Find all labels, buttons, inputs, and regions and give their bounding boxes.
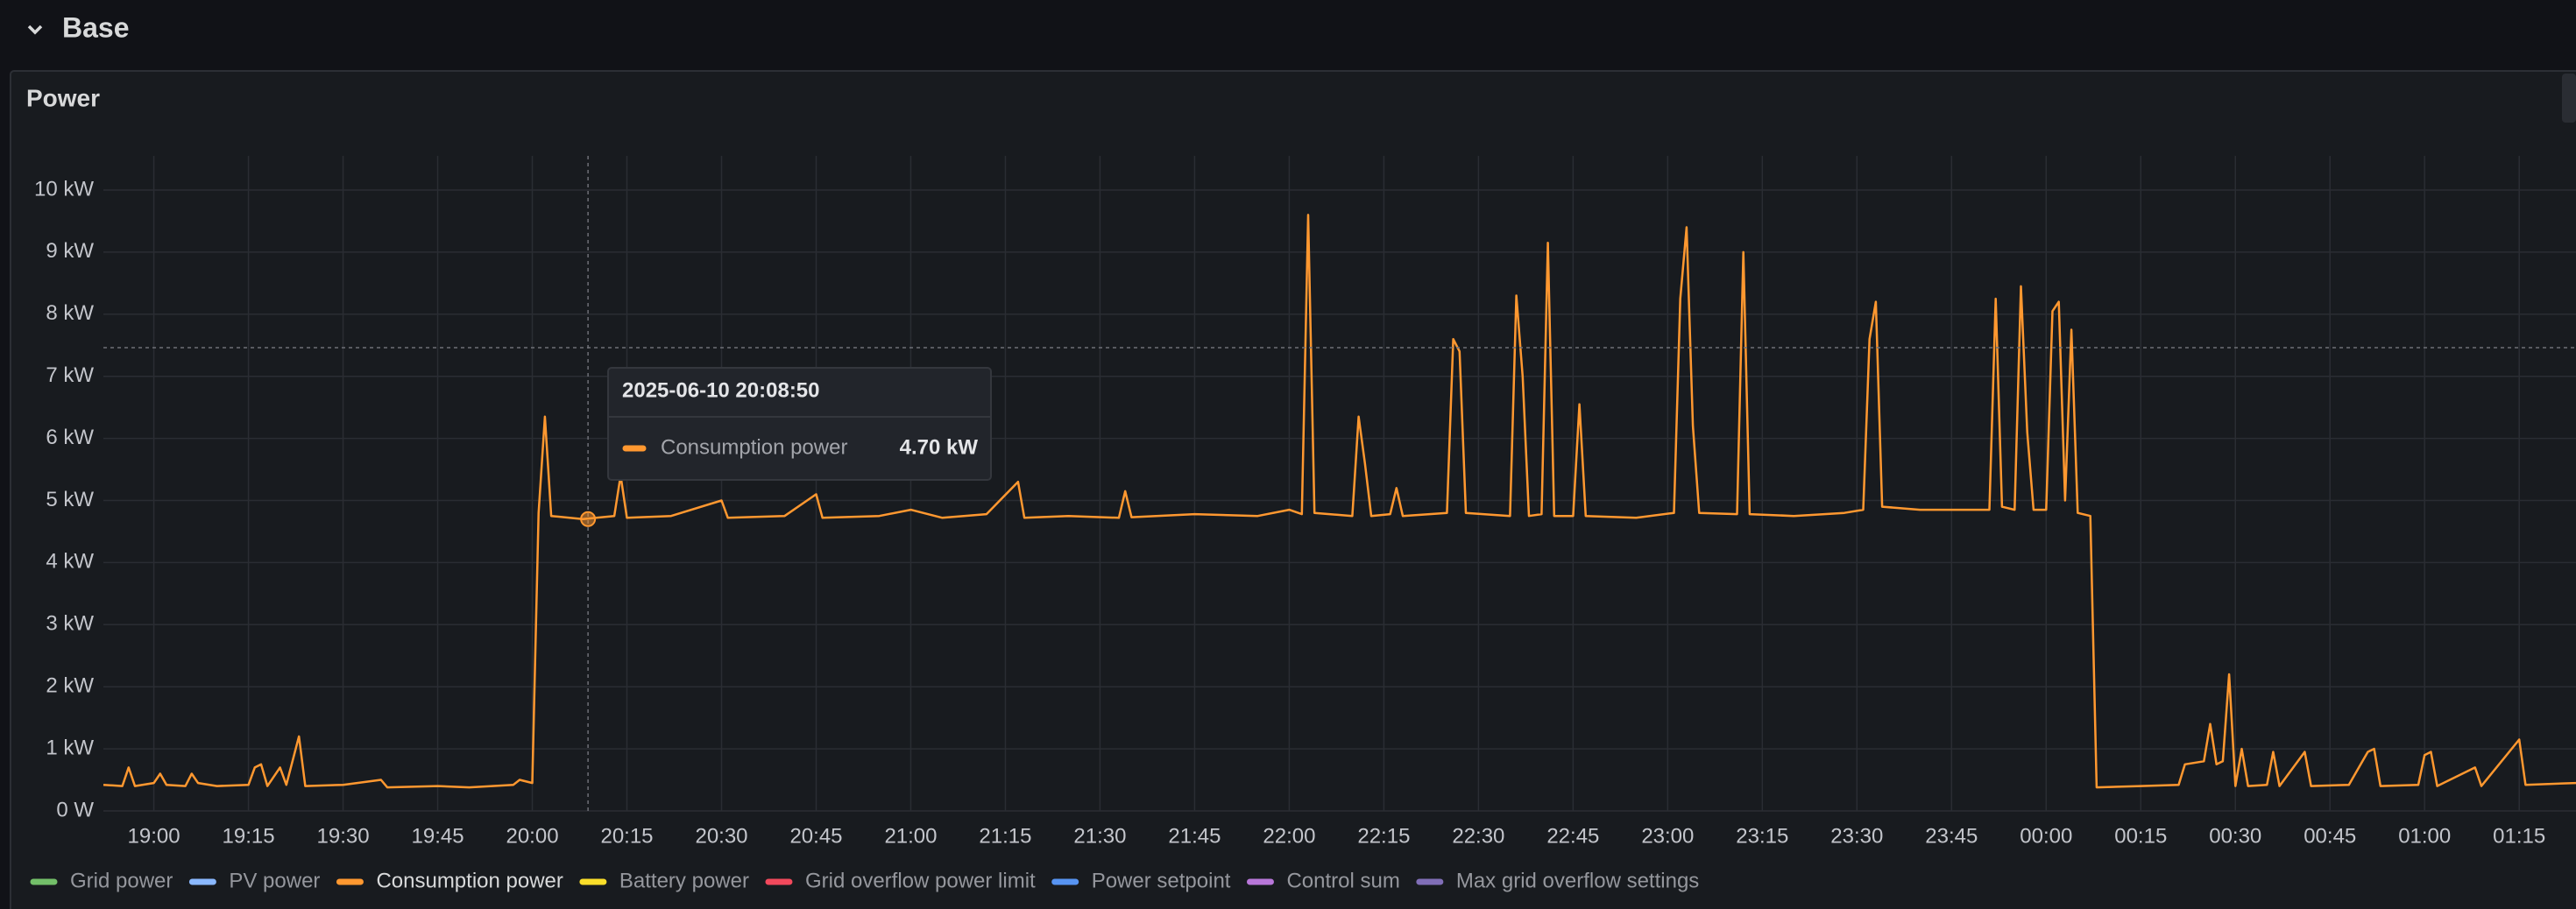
y-tick-label: 4 kW: [46, 550, 94, 574]
x-tick-label: 23:45: [1925, 824, 1978, 848]
panel-title[interactable]: Power: [26, 84, 100, 111]
panel-handle[interactable]: [2562, 74, 2576, 123]
x-tick-label: 00:00: [2020, 824, 2072, 848]
x-tick-label: 21:15: [979, 824, 1031, 848]
y-tick-label: 10 kW: [34, 177, 94, 201]
legend-label[interactable]: Control sum: [1286, 869, 1399, 892]
y-tick-label: 1 kW: [46, 736, 94, 759]
legend-label[interactable]: Grid overflow power limit: [805, 869, 1036, 892]
x-tick-label: 23:30: [1830, 824, 1883, 848]
x-tick-label: 19:00: [128, 824, 180, 848]
tooltip-layer: 2025-06-10 20:08:50 Consumption power 4.70…: [103, 156, 2576, 811]
x-tick-label: 19:30: [317, 824, 370, 848]
y-tick-label: 2 kW: [46, 674, 94, 698]
y-tick-label: 7 kW: [46, 363, 94, 387]
y-tick-label: 3 kW: [46, 612, 94, 636]
row-header: [0, 0, 2576, 70]
x-tick-label: 19:45: [412, 824, 464, 848]
tooltip-value: 4.70 kW: [900, 435, 979, 459]
row-title[interactable]: Base: [62, 11, 130, 43]
x-tick-label: 22:15: [1357, 824, 1410, 848]
hover-point: [580, 511, 597, 527]
legend: Grid power PV power Consumption power Batte…: [30, 869, 1699, 892]
tooltip-time: 2025-06-10 20:08:50: [622, 378, 820, 402]
plot: [103, 214, 2576, 789]
x-tick-label: 22:00: [1263, 824, 1315, 848]
x-tick-label: 21:45: [1168, 824, 1221, 848]
tooltip-series: Consumption power: [661, 435, 847, 459]
legend-label[interactable]: PV power: [229, 869, 320, 892]
legend-label[interactable]: Grid power: [70, 869, 173, 892]
y-tick-label: 9 kW: [46, 239, 94, 263]
x-tick-label: 20:30: [695, 824, 747, 848]
x-tick-label: 01:15: [2493, 824, 2545, 848]
series-line: [103, 214, 2576, 789]
x-tick-label: 23:15: [1736, 824, 1788, 848]
y-tick-label: 0 W: [56, 798, 94, 821]
x-tick-label: 19:15: [223, 824, 275, 848]
legend-label[interactable]: Power setpoint: [1092, 869, 1231, 892]
grid: 0 W 1 kW 2 kW 3 kW 4 kW 5 kW 6 kW 7 kW 8 kW 9 kW 1…: [34, 156, 2576, 848]
x-tick-label: 20:15: [600, 824, 653, 848]
x-tick-label: 22:30: [1452, 824, 1504, 848]
legend-label[interactable]: Max grid overflow settings: [1456, 869, 1699, 892]
x-tick-label: 22:45: [1546, 824, 1599, 848]
x-tick-label: 00:30: [2209, 824, 2261, 848]
collapse-chevron[interactable]: [27, 25, 43, 35]
x-tick-label: 00:15: [2114, 824, 2167, 848]
legend-label[interactable]: Battery power: [619, 869, 749, 892]
y-tick-label: 6 kW: [46, 426, 94, 449]
x-tick-label: 20:00: [506, 824, 558, 848]
y-tick-label: 8 kW: [46, 301, 94, 325]
panel: [10, 70, 2576, 909]
tooltip-box: [607, 367, 992, 481]
x-tick-label: 23:00: [1641, 824, 1694, 848]
x-tick-label: 00:45: [2304, 824, 2356, 848]
legend-label[interactable]: Consumption power: [376, 869, 563, 892]
x-tick-label: 21:00: [884, 824, 937, 848]
y-tick-label: 5 kW: [46, 488, 94, 511]
x-tick-label: 21:30: [1073, 824, 1126, 848]
x-tick-label: 01:00: [2398, 824, 2451, 848]
x-tick-label: 20:45: [789, 824, 842, 848]
